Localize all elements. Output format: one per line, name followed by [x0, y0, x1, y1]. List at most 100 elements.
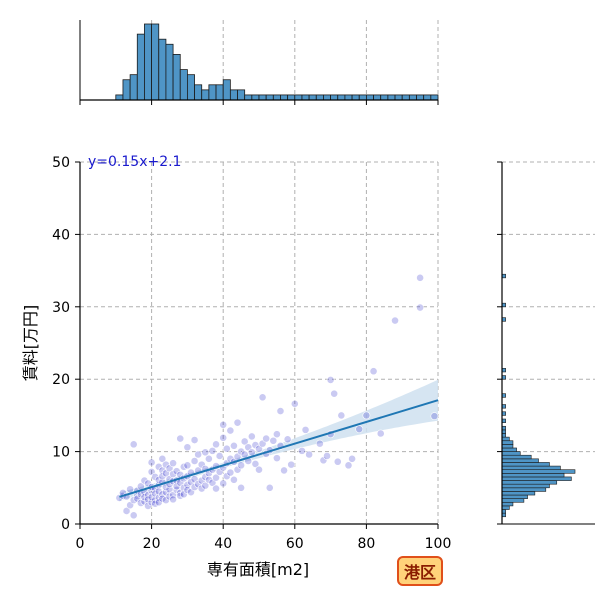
regression-line — [119, 399, 439, 498]
top-hist-bar — [201, 89, 210, 101]
top-hist-bar — [280, 94, 289, 101]
data-point — [376, 429, 385, 438]
top-hist-bar — [315, 94, 324, 101]
data-point — [126, 485, 135, 494]
data-point — [240, 437, 249, 446]
right-hist-bar — [501, 436, 510, 442]
right-hist-bar — [501, 483, 550, 489]
x-tick-label: 0 — [76, 536, 85, 552]
y-tick-label: 40 — [52, 227, 70, 243]
top-hist-bar — [344, 94, 353, 101]
data-point — [129, 440, 138, 449]
data-point — [276, 407, 285, 415]
data-point — [176, 434, 185, 443]
right-hist-bar — [501, 469, 576, 474]
top-hist-bar — [387, 94, 396, 101]
top-hist-bar — [308, 94, 317, 101]
top-hist-bar — [408, 94, 417, 101]
top-hist-bar — [330, 94, 339, 101]
top-hist-bar — [244, 94, 253, 101]
top-hist-bar — [151, 23, 160, 101]
right-hist-bar — [501, 476, 572, 481]
data-point — [255, 465, 263, 474]
data-point — [233, 418, 242, 427]
data-point — [190, 457, 199, 465]
right-hist-bar — [501, 462, 550, 467]
data-point — [369, 367, 378, 376]
data-point — [208, 446, 217, 455]
top-hist-bar — [251, 94, 260, 101]
top-hist-bar — [373, 94, 382, 101]
top-hist-bar — [229, 89, 238, 101]
top-hist-bar — [222, 79, 231, 101]
top-hist-bar — [358, 94, 367, 101]
data-point — [237, 461, 245, 470]
right-hist-bar — [501, 458, 539, 463]
data-point — [280, 466, 288, 475]
top-hist-bar — [416, 94, 425, 101]
right-hist-bar — [501, 491, 536, 496]
top-hist-bar — [351, 94, 360, 101]
data-point — [226, 468, 235, 477]
data-point — [247, 448, 256, 457]
x-axis-label: 専有面積[m2] — [207, 560, 309, 579]
data-point — [215, 452, 224, 460]
y-axis-label: 賃料[万円] — [21, 305, 40, 382]
top-hist-bar — [136, 33, 145, 101]
data-point — [355, 425, 364, 434]
x-tick-label: 20 — [143, 536, 161, 552]
regression-equation: y=0.15x+2.1 — [88, 154, 181, 170]
data-point — [212, 473, 220, 482]
data-point — [362, 411, 371, 420]
top-hist-bar — [144, 23, 153, 101]
data-point — [298, 446, 306, 455]
data-point — [315, 439, 324, 448]
top-hist-bar — [430, 94, 439, 101]
data-point — [330, 389, 339, 398]
data-point — [269, 436, 278, 445]
data-point — [201, 448, 210, 457]
top-hist-bar — [115, 94, 124, 101]
right-hist-bar — [501, 447, 517, 452]
data-point — [287, 460, 296, 469]
data-point — [272, 454, 281, 463]
data-point — [226, 426, 235, 435]
top-hist-bar — [179, 69, 188, 101]
data-point — [240, 450, 249, 459]
data-point — [283, 435, 292, 444]
x-tick-label: 40 — [214, 536, 232, 552]
data-point — [247, 432, 256, 441]
top-hist-bar — [394, 94, 403, 101]
data-point — [416, 303, 424, 312]
data-point — [219, 420, 228, 429]
top-hist-bar — [237, 89, 246, 101]
data-point — [305, 450, 314, 459]
main-scatter-plot: 0 20 40 60 80 100 0 10 20 30 40 50 — [52, 155, 451, 552]
top-hist-bar — [258, 94, 267, 101]
right-hist-bar — [501, 487, 547, 492]
top-hist-bar — [208, 84, 217, 101]
data-point — [212, 484, 220, 493]
x-tick-label: 60 — [286, 536, 304, 552]
y-tick-label: 0 — [61, 517, 70, 533]
data-point — [183, 461, 192, 470]
confidence-band-area — [119, 379, 439, 502]
data-point — [323, 452, 331, 460]
data-point — [122, 507, 131, 515]
top-hist-bar — [301, 94, 310, 101]
top-hist-bar — [365, 94, 374, 101]
right-hist-bar — [501, 454, 532, 460]
right-hist-bar — [501, 498, 525, 503]
data-point — [262, 434, 271, 443]
data-point — [416, 273, 424, 282]
data-point — [230, 441, 238, 450]
data-point — [348, 454, 356, 463]
top-hist-bar — [122, 79, 131, 101]
right-hist-bar — [501, 494, 528, 499]
data-point — [212, 440, 220, 449]
data-point — [326, 376, 335, 384]
top-hist-bar — [215, 84, 224, 101]
data-point — [258, 393, 267, 402]
y-tick-label: 20 — [52, 372, 70, 388]
